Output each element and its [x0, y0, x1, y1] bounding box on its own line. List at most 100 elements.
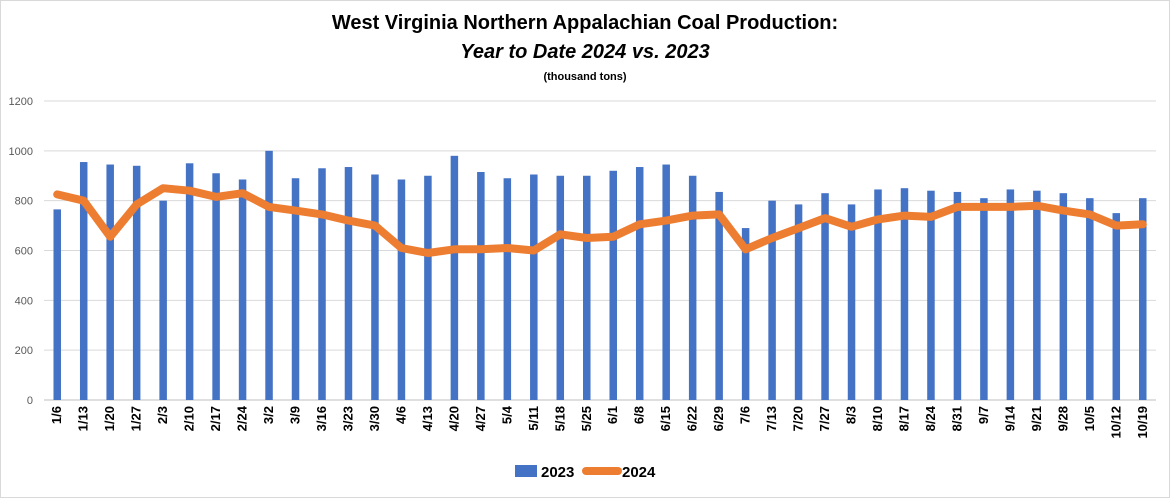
x-tick-label: 5/25 — [579, 406, 594, 431]
x-tick-label: 4/13 — [420, 406, 435, 431]
bar-2023 — [212, 173, 220, 400]
y-tick-label: 1200 — [9, 96, 33, 108]
x-tick-label: 2/17 — [208, 406, 223, 431]
x-tick-label: 3/9 — [288, 406, 303, 424]
x-tick-label: 8/10 — [870, 406, 885, 431]
bar-2023 — [53, 209, 61, 400]
x-tick-label: 2/3 — [155, 406, 170, 424]
legend-label-2024: 2024 — [622, 464, 656, 481]
bar-2023 — [635, 167, 644, 400]
bar-2023 — [900, 188, 909, 400]
gridlines — [44, 100, 1156, 401]
bar-2023 — [1086, 198, 1094, 400]
bar-2023 — [344, 167, 353, 400]
x-tick-label: 3/2 — [261, 406, 276, 424]
bar-2023 — [318, 168, 326, 400]
x-tick-label: 5/18 — [552, 406, 567, 431]
x-tick-label: 9/14 — [1002, 405, 1017, 431]
bar-2023 — [768, 200, 776, 400]
bar-2023 — [688, 175, 697, 400]
bar-2023 — [847, 204, 856, 400]
x-tick-label: 5/4 — [499, 405, 514, 424]
x-tick-label: 8/17 — [896, 406, 911, 431]
x-tick-label: 7/6 — [738, 406, 753, 424]
bar-2023 — [503, 178, 512, 400]
bar-2023 — [397, 179, 406, 400]
y-tick-label: 0 — [27, 395, 33, 407]
x-tick-label: 7/20 — [791, 406, 806, 431]
y-tick-label: 200 — [15, 345, 33, 357]
bar-2023 — [106, 164, 114, 400]
bar-2023 — [1139, 198, 1147, 400]
x-tick-label: 3/23 — [340, 406, 355, 431]
x-tick-label: 1/20 — [102, 406, 117, 431]
bar-2023 — [1059, 193, 1068, 400]
y-tick-label: 600 — [15, 246, 33, 258]
bar-2023 — [953, 191, 962, 400]
bar-2023 — [715, 191, 723, 400]
x-tick-label: 10/5 — [1082, 406, 1097, 431]
bar-2023 — [980, 198, 988, 400]
legend: 2023 2024 — [515, 464, 656, 481]
x-tick-label: 2/10 — [182, 406, 197, 431]
x-tick-label: 4/27 — [473, 406, 488, 431]
x-tick-label: 6/8 — [632, 406, 647, 424]
bar-2023 — [556, 175, 565, 400]
x-axis: 1/6 1/13 1/20 1/27 2/3 2/10 2/17 2/24 3/2 3/9 3/16… — [49, 405, 1150, 438]
bar-2023 — [291, 178, 300, 400]
bar-2023 — [662, 164, 670, 400]
bar-2023 — [583, 175, 591, 400]
bar-2023 — [79, 162, 88, 400]
y-axis: 0 200 400 600 800 1000 1200 — [9, 96, 33, 407]
bar-2023 — [1033, 190, 1041, 400]
bar-2023 — [530, 174, 538, 400]
x-tick-label: 9/7 — [976, 406, 991, 424]
x-tick-label: 7/27 — [817, 406, 832, 431]
x-tick-label: 8/24 — [923, 405, 938, 431]
x-tick-label: 6/29 — [711, 406, 726, 431]
bar-2023 — [874, 189, 882, 400]
x-tick-label: 1/13 — [76, 406, 91, 431]
bar-2023 — [927, 190, 935, 400]
legend-label-2023: 2023 — [541, 464, 574, 481]
x-tick-label: 8/3 — [844, 406, 859, 424]
y-tick-label: 400 — [15, 295, 33, 307]
bar-2023 — [821, 193, 829, 400]
chart-title: West Virginia Northern Appalachian Coal … — [331, 12, 839, 34]
x-tick-label: 10/12 — [1108, 406, 1123, 439]
line-2024 — [53, 184, 1147, 257]
chart-unit-label: (thousand tons) — [543, 71, 627, 83]
bar-2023 — [1112, 213, 1121, 400]
y-tick-label: 1000 — [9, 146, 33, 158]
x-tick-label: 1/27 — [129, 406, 144, 431]
bar-2023 — [159, 200, 167, 400]
bar-2023 — [265, 150, 273, 400]
chart-subtitle: Year to Date 2024 vs. 2023 — [460, 41, 710, 63]
line-2024-path — [53, 184, 1147, 257]
bars-2023 — [53, 150, 1147, 400]
x-tick-label: 3/16 — [314, 406, 329, 431]
x-tick-label: 5/11 — [526, 406, 541, 431]
bar-2023 — [1006, 189, 1015, 400]
x-tick-label: 6/1 — [605, 406, 620, 424]
bar-2023 — [424, 175, 432, 400]
x-tick-label: 2/24 — [235, 405, 250, 431]
x-tick-label: 4/20 — [446, 406, 461, 431]
x-tick-label: 10/19 — [1135, 406, 1150, 439]
y-tick-label: 800 — [15, 196, 33, 208]
x-tick-label: 7/13 — [764, 406, 779, 431]
x-tick-label: 8/31 — [949, 406, 964, 431]
bar-2023 — [794, 204, 803, 400]
bar-2023 — [741, 228, 750, 400]
bar-2023 — [185, 163, 194, 400]
x-tick-label: 9/28 — [1055, 406, 1070, 431]
bar-2023 — [477, 172, 485, 400]
bar-2023 — [371, 174, 379, 400]
bar-2023 — [609, 170, 617, 400]
bar-2023 — [132, 165, 141, 400]
x-tick-label: 4/6 — [393, 406, 408, 424]
x-tick-label: 3/30 — [367, 406, 382, 431]
legend-swatch-2023 — [515, 465, 537, 477]
x-tick-label: 9/21 — [1029, 406, 1044, 431]
